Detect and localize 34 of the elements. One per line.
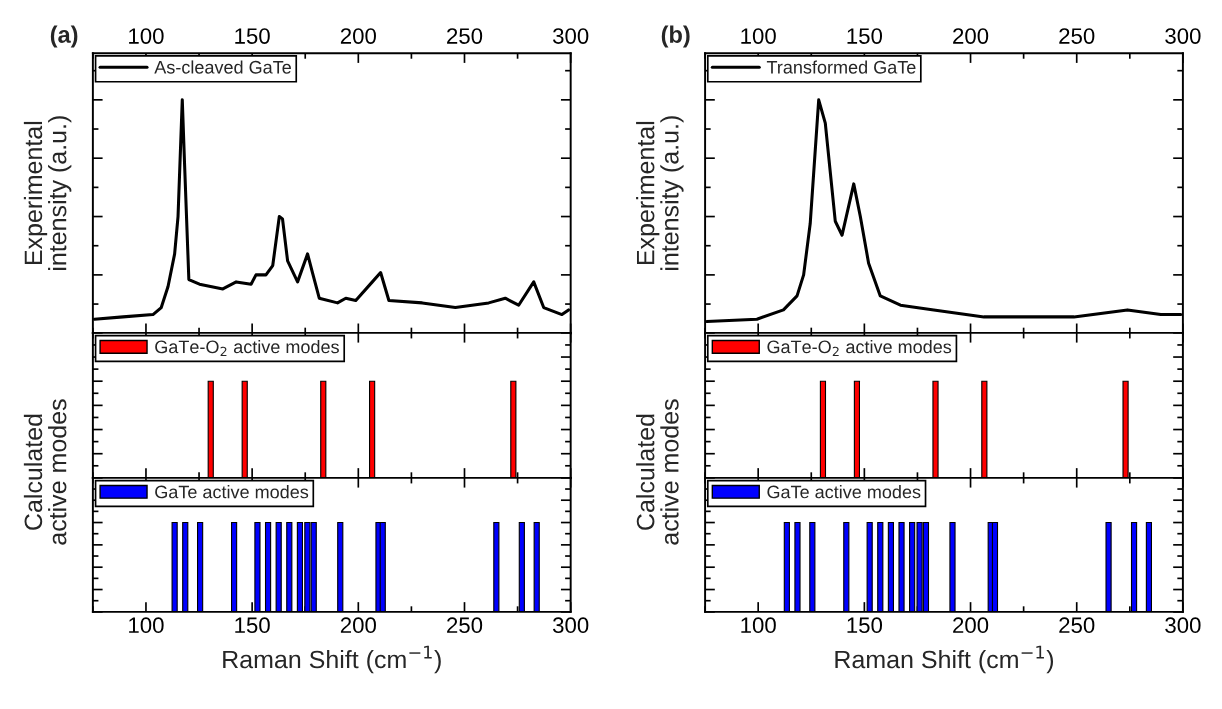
- x-tick-label: 100: [741, 28, 776, 44]
- x-tick-label: 150: [235, 28, 270, 44]
- x-tick-label: 250: [447, 617, 483, 634]
- text: (b): [661, 25, 690, 48]
- x-tick-label: 100: [129, 28, 164, 44]
- x-axis-title: Raman Shift (cm$^{−1}$): [223, 645, 441, 674]
- x-tick-label: 100: [741, 617, 776, 634]
- x-tick-label: 300: [1165, 28, 1201, 44]
- x-tick-label: 200: [953, 617, 989, 634]
- y-axis-title: Experimental intensity (a.u.): [636, 116, 684, 271]
- x-tick-label: 200: [953, 28, 989, 44]
- y-axis-title: Calculated active modes: [23, 399, 67, 545]
- legend-label: GaTe active modes: [155, 485, 309, 499]
- x-axis-title: Raman Shift (cm$^{−1}$): [835, 645, 1054, 674]
- legend-label: GaTe-O$_{2}$ active modes: [767, 340, 952, 357]
- x-tick-label: 300: [552, 28, 589, 44]
- x-tick-label: 300: [1165, 617, 1201, 634]
- legend-label: Transformed GaTe: [766, 60, 916, 74]
- legend-label: GaTe active modes: [767, 485, 921, 499]
- x-tick-label: 150: [847, 28, 883, 44]
- x-tick-label: 150: [847, 617, 883, 634]
- x-tick-label: 200: [340, 28, 376, 44]
- x-tick-label: 250: [1059, 617, 1095, 634]
- y-axis-title: Experimental intensity (a.u.): [23, 116, 72, 271]
- text: (a): [50, 25, 78, 48]
- y-axis-title: Calculated active modes: [636, 399, 679, 545]
- legend-label: As-cleaved GaTe: [154, 60, 291, 74]
- x-tick-label: 150: [235, 617, 270, 634]
- x-tick-label: 100: [129, 617, 164, 634]
- x-tick-label: 250: [447, 28, 483, 44]
- legend-label: GaTe-O$_{2}$ active modes: [155, 340, 339, 357]
- x-tick-label: 200: [340, 617, 376, 634]
- x-tick-label: 250: [1059, 28, 1095, 44]
- x-tick-label: 300: [552, 617, 589, 634]
